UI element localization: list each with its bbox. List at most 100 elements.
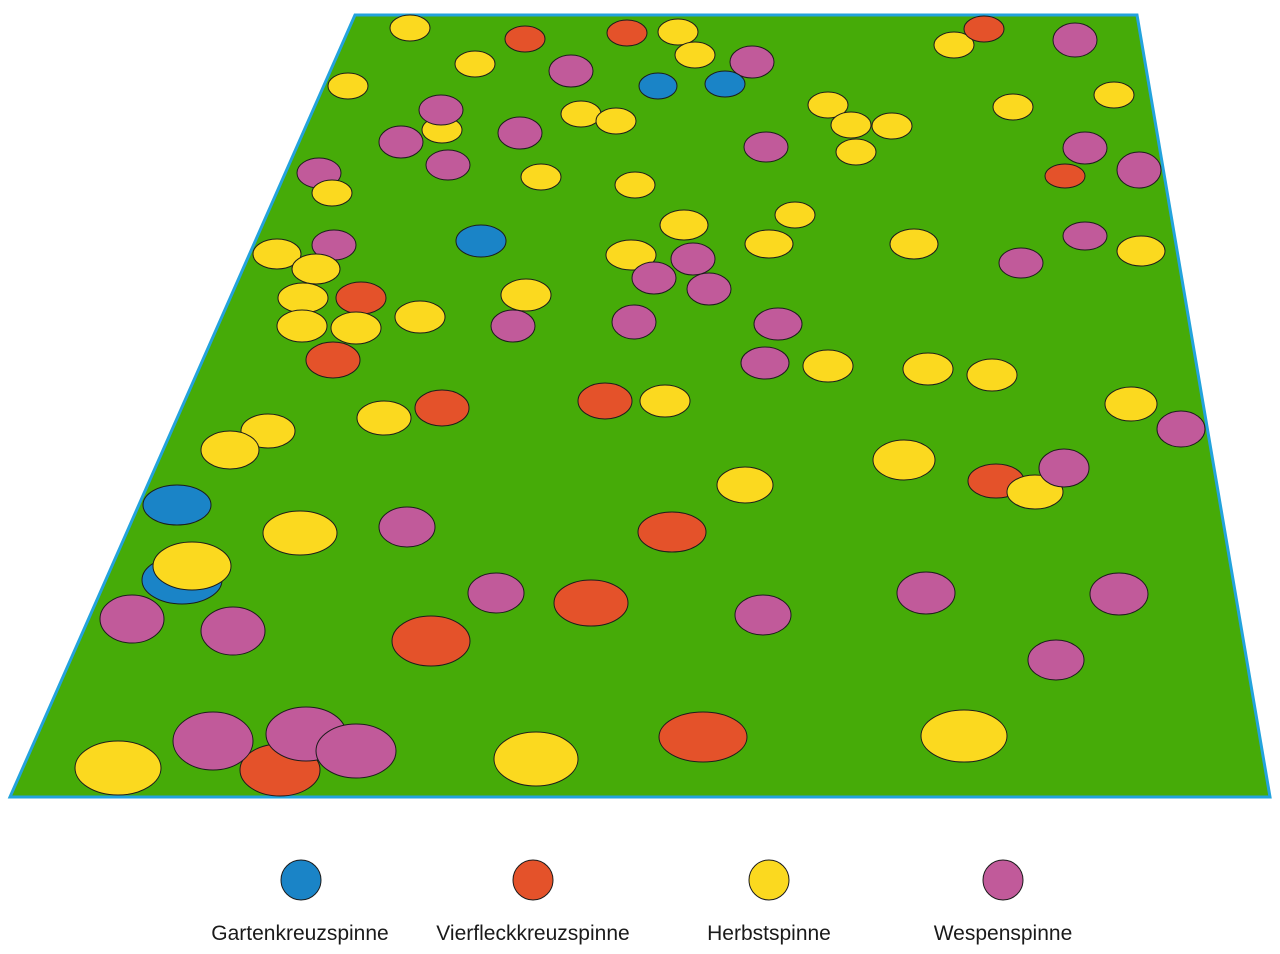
wespen-spider-spot bbox=[99, 594, 165, 644]
wespen-spider-spot bbox=[1062, 131, 1108, 165]
legend-markers bbox=[280, 859, 1024, 901]
legend-marker-wespen bbox=[982, 859, 1024, 901]
herbst-spider-spot bbox=[454, 50, 496, 78]
herbst-spider-spot bbox=[262, 510, 338, 556]
herbst-spider-spot bbox=[1093, 81, 1135, 109]
herbst-spider-spot bbox=[560, 100, 602, 128]
wespen-spider-spot bbox=[1089, 572, 1149, 616]
herbst-spider-spot bbox=[744, 229, 794, 259]
wespen-spider-spot bbox=[378, 506, 436, 548]
herbst-spider-spot bbox=[276, 309, 328, 343]
spider-spots bbox=[74, 14, 1206, 797]
wespen-spider-spot bbox=[378, 125, 424, 159]
herbst-spider-spot bbox=[356, 400, 412, 436]
herbst-spider-spot bbox=[277, 282, 329, 314]
herbst-spider-spot bbox=[605, 239, 657, 271]
wespen-spider-spot bbox=[497, 116, 543, 150]
legend-label-wespenspinne: Wespenspinne bbox=[933, 922, 1073, 945]
wespen-spider-spot bbox=[743, 131, 789, 163]
vierfleck-spider-spot bbox=[606, 19, 648, 47]
herbst-spider-spot bbox=[966, 358, 1018, 392]
wespen-spider-spot bbox=[670, 242, 716, 276]
vierfleck-spider-spot bbox=[577, 382, 633, 420]
wespen-spider-spot bbox=[172, 711, 254, 771]
herbst-spider-spot bbox=[200, 430, 260, 470]
legend-marker-vierfleck bbox=[512, 859, 554, 901]
vierfleck-spider-spot bbox=[963, 15, 1005, 43]
herbst-spider-spot bbox=[902, 352, 954, 386]
wespen-spider-spot bbox=[1116, 151, 1162, 189]
legend-label-gartenkreuzspinne: Gartenkreuzspinne bbox=[211, 922, 389, 945]
herbst-spider-spot bbox=[327, 72, 369, 100]
herbst-spider-spot bbox=[657, 18, 699, 46]
wespen-spider-spot bbox=[729, 45, 775, 79]
herbst-spider-spot bbox=[152, 541, 232, 591]
wespen-spider-spot bbox=[467, 572, 525, 614]
vierfleck-spider-spot bbox=[553, 579, 629, 627]
herbst-spider-spot bbox=[1104, 386, 1158, 422]
herbst-spider-spot bbox=[774, 201, 816, 229]
garten-spider-spot bbox=[455, 224, 507, 258]
garten-spider-spot bbox=[704, 70, 746, 98]
wespen-spider-spot bbox=[425, 149, 471, 181]
legend-label-vierfleckkreuzspinne: Vierfleckkreuzspinne bbox=[436, 922, 630, 945]
herbst-spider-spot bbox=[252, 238, 302, 270]
herbst-spider-spot bbox=[389, 14, 431, 42]
herbst-spider-spot bbox=[639, 384, 691, 418]
wespen-spider-spot bbox=[631, 261, 677, 295]
wespen-spider-spot bbox=[418, 94, 464, 126]
herbst-spider-spot bbox=[1116, 235, 1166, 267]
herbst-spider-spot bbox=[520, 163, 562, 191]
herbst-spider-spot bbox=[330, 311, 382, 345]
herbst-spider-spot bbox=[802, 349, 854, 383]
herbst-spider-spot bbox=[716, 466, 774, 504]
wespen-spider-spot bbox=[1062, 221, 1108, 251]
herbst-spider-spot bbox=[872, 439, 936, 481]
herbst-spider-spot bbox=[291, 253, 341, 285]
vierfleck-spider-spot bbox=[1044, 163, 1086, 189]
wespen-spider-spot bbox=[1052, 22, 1098, 58]
wespen-spider-spot bbox=[686, 272, 732, 306]
herbst-spider-spot bbox=[74, 740, 162, 796]
wespen-spider-spot bbox=[315, 723, 397, 779]
herbst-spider-spot bbox=[992, 93, 1034, 121]
legend-marker-garten bbox=[280, 859, 322, 901]
field-trapezoid bbox=[7, 13, 1272, 799]
herbst-spider-spot bbox=[595, 107, 637, 135]
herbst-spider-spot bbox=[500, 278, 552, 312]
vierfleck-spider-spot bbox=[305, 341, 361, 379]
wespen-spider-spot bbox=[200, 606, 266, 656]
vierfleck-spider-spot bbox=[504, 25, 546, 53]
wespen-spider-spot bbox=[548, 54, 594, 88]
herbst-spider-spot bbox=[920, 709, 1008, 763]
legend-marker-herbst bbox=[748, 859, 790, 901]
wespen-spider-spot bbox=[1027, 639, 1085, 681]
vierfleck-spider-spot bbox=[335, 281, 387, 315]
herbst-spider-spot bbox=[933, 31, 975, 59]
herbst-spider-spot bbox=[493, 731, 579, 787]
wespen-spider-spot bbox=[998, 247, 1044, 279]
wespen-spider-spot bbox=[611, 304, 657, 340]
garten-spider-spot bbox=[142, 484, 212, 526]
herbst-spider-spot bbox=[807, 91, 849, 119]
herbst-spider-spot bbox=[311, 179, 353, 207]
vierfleck-spider-spot bbox=[658, 711, 748, 763]
garten-spider-spot bbox=[638, 72, 678, 100]
wespen-spider-spot bbox=[490, 309, 536, 343]
wespen-spider-spot bbox=[896, 571, 956, 615]
herbst-spider-spot bbox=[394, 300, 446, 334]
vierfleck-spider-spot bbox=[637, 511, 707, 553]
wespen-spider-spot bbox=[1038, 448, 1090, 488]
herbst-spider-spot bbox=[835, 138, 877, 166]
legend-label-herbstspinne: Herbstspinne bbox=[707, 922, 831, 945]
wespen-spider-spot bbox=[740, 346, 790, 380]
wespen-spider-spot bbox=[1156, 410, 1206, 448]
vierfleck-spider-spot bbox=[414, 389, 470, 427]
herbst-spider-spot bbox=[659, 209, 709, 241]
wespen-spider-spot bbox=[753, 307, 803, 341]
herbst-spider-spot bbox=[674, 41, 716, 69]
herbst-spider-spot bbox=[889, 228, 939, 260]
vierfleck-spider-spot bbox=[391, 615, 471, 667]
herbst-spider-spot bbox=[871, 112, 913, 140]
